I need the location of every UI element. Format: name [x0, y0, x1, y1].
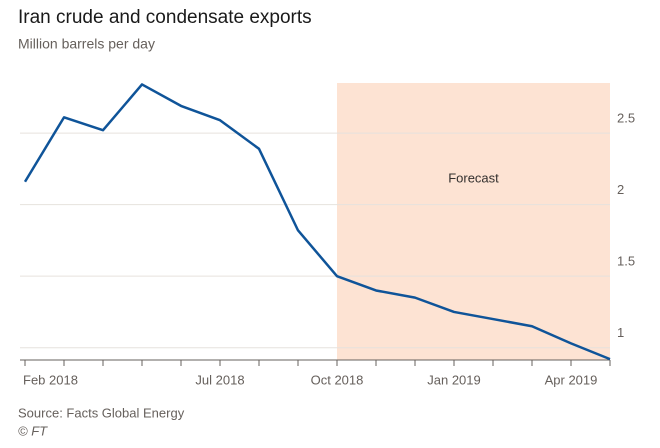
x-tick-label: Feb 2018: [23, 372, 78, 387]
source: Source: Facts Global Energy: [18, 405, 185, 420]
chart-title: Iran crude and condensate exports: [18, 7, 312, 28]
plot: Forecast 1 1.5 2 2.5 Feb 2018 Jul 2018 Oct 2018…: [20, 83, 635, 387]
credit: © FT: [18, 423, 48, 438]
x-tick-label: Jul 2018: [195, 372, 244, 387]
x-tick-label: Apr 2019: [545, 372, 598, 387]
y-tick-label: 2: [617, 182, 624, 197]
line: [23, 83, 611, 361]
chart-subtitle: Million barrels per day: [18, 36, 155, 52]
y-tick-label: 1: [617, 325, 624, 340]
x-tick-label: Oct 2018: [311, 372, 364, 387]
y-tick-label: 2.5: [617, 111, 635, 126]
x-tick-label: Jan 2019: [427, 372, 481, 387]
forecast-label: Forecast: [448, 170, 499, 185]
y-tick-label: 1.5: [617, 254, 635, 269]
forecast-region: [337, 83, 610, 360]
